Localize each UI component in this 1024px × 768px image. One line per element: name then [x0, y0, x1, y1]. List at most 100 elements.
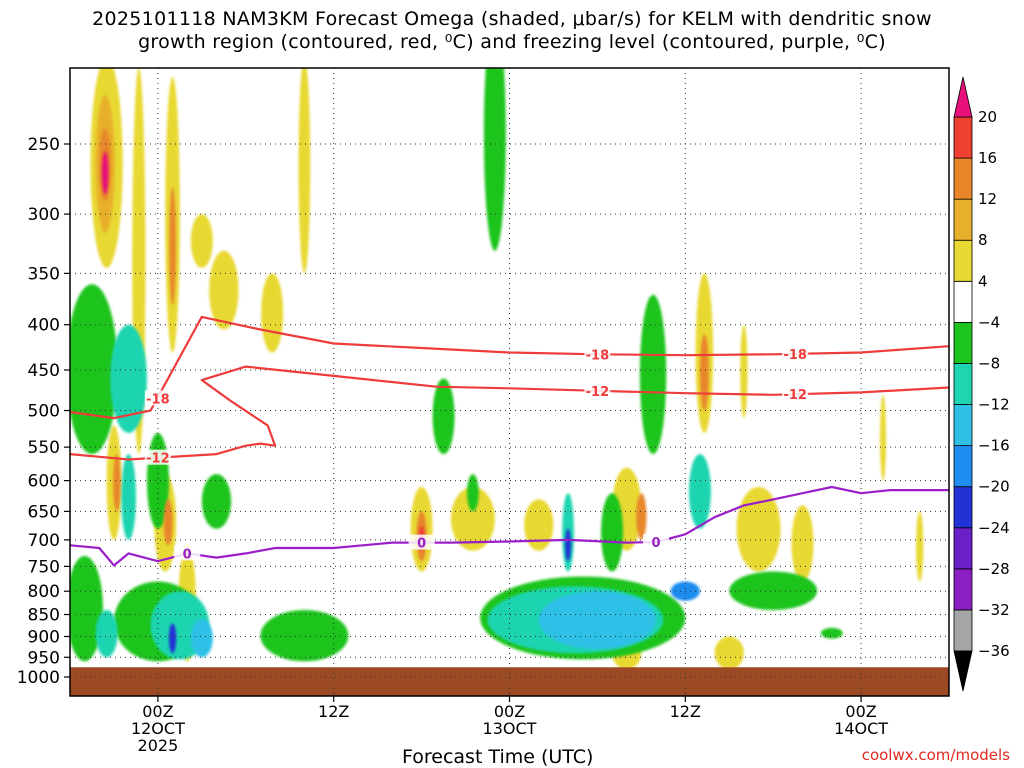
contour-label-bg-2-1 — [408, 534, 435, 550]
colorbar-segment-7 — [953, 321, 973, 364]
contour-label-bg-0-0 — [144, 390, 171, 406]
omega-region-39 — [121, 454, 136, 540]
y-tick-label-250: 250 — [28, 135, 60, 155]
omega-region-23 — [483, 68, 506, 251]
colorbar-label-4: 4 — [978, 272, 988, 290]
omega-region-11 — [450, 486, 495, 551]
y-tick-label-450: 450 — [28, 361, 60, 381]
colorbar-segment-5 — [953, 404, 973, 447]
colorbar: −36 −32 −28 −24 −20 −16 −12 −8 −4 4 8 12 16 20 — [953, 76, 1010, 692]
colorbar-label-8: 8 — [978, 231, 988, 249]
x-tick-label-30-1: 13OCT — [483, 719, 537, 738]
colorbar-segment-2 — [953, 527, 973, 570]
contour-lines: -18 -18 -18 -12 -12 -12 0 0 0 — [70, 315, 949, 567]
omega-region-42 — [636, 493, 647, 540]
x-tick-label-6-1: 12OCT — [131, 719, 185, 738]
colorbar-segment-12 — [953, 116, 973, 159]
omega-region-17 — [791, 505, 814, 582]
x-tick-label-30-0: 00Z — [494, 702, 525, 721]
colorbar-segment-9 — [953, 239, 973, 282]
contour-label-0-0: -18 — [146, 392, 170, 407]
y-tick-label-600: 600 — [28, 472, 60, 492]
omega-region-24 — [70, 284, 118, 455]
x-tick-label-6-2: 2025 — [138, 736, 179, 755]
colorbar-label--12: −12 — [978, 396, 1010, 414]
y-tick-label-900: 900 — [28, 627, 60, 647]
contour-label-1-0: -12 — [146, 452, 170, 467]
colorbar-segment-4 — [953, 445, 973, 488]
colorbar-label-20: 20 — [978, 108, 997, 126]
y-tick-label-750: 750 — [28, 557, 60, 577]
contour-label-bg-2-2 — [643, 534, 669, 550]
omega-region-53 — [538, 591, 657, 650]
omega-region-43 — [699, 334, 709, 411]
contour-line-1 — [70, 365, 949, 461]
omega-region-3 — [190, 214, 213, 268]
y-tick-label-800: 800 — [28, 582, 60, 602]
y-tick-label-350: 350 — [28, 264, 60, 284]
omega-region-50 — [163, 499, 173, 546]
omega-region-22 — [298, 68, 311, 274]
colorbar-segment-6 — [953, 363, 973, 405]
y-tick-label-500: 500 — [28, 402, 60, 422]
colorbar-segment-3 — [953, 486, 973, 529]
omega-region-49 — [169, 187, 176, 305]
contour-line-2 — [70, 485, 949, 567]
omega-region-12 — [524, 499, 554, 551]
colorbar-label-16: 16 — [978, 149, 997, 167]
omega-region-29 — [601, 493, 624, 572]
y-tick-label-300: 300 — [28, 205, 60, 225]
colorbar-segment-11 — [953, 157, 973, 200]
y-axis: 2503003504004505005506006507007508008509… — [17, 135, 70, 688]
x-tick-label-54-0: 00Z — [845, 702, 876, 721]
y-tick-label-650: 650 — [28, 502, 60, 522]
omega-region-52 — [190, 619, 213, 658]
colorbar-label--16: −16 — [978, 437, 1010, 455]
omega-region-34 — [729, 571, 818, 610]
omega-region-38 — [110, 324, 147, 433]
colorbar-label-12: 12 — [978, 190, 997, 208]
omega-region-58 — [168, 623, 177, 654]
omega-shading — [70, 68, 924, 670]
chart-title-line-1: 2025101118 NAM3KM Forecast Omega (shaded… — [92, 8, 932, 30]
y-tick-label-1000: 1000 — [17, 668, 60, 688]
omega-region-40 — [113, 454, 121, 512]
colorbar-segment-1 — [953, 568, 973, 611]
chart-title-line-2: growth region (contoured, red, ⁰C) and f… — [138, 31, 886, 53]
omega-region-18 — [880, 394, 887, 481]
omega-region-4 — [209, 250, 239, 330]
y-tick-label-550: 550 — [28, 438, 60, 458]
omega-region-35 — [820, 627, 843, 639]
x-axis-title: Forecast Time (UTC) — [402, 746, 594, 768]
colorbar-label--24: −24 — [978, 519, 1010, 537]
contour-label-2-0: 0 — [183, 547, 192, 562]
contour-label-bg-0-1 — [584, 346, 611, 362]
omega-region-16 — [736, 486, 781, 572]
contour-label-bg-1-2 — [782, 386, 809, 402]
ground-layer — [70, 667, 949, 696]
omega-region-56 — [101, 151, 109, 195]
omega-region-5 — [261, 273, 284, 353]
x-tick-label-54-1: 14OCT — [834, 719, 888, 738]
contour-label-bg-2-0 — [174, 545, 201, 561]
omega-region-15 — [740, 324, 748, 419]
omega-region-21 — [714, 636, 744, 670]
contour-label-0-2: -18 — [783, 348, 807, 363]
omega-region-27 — [432, 378, 455, 455]
omega-region-30 — [639, 294, 667, 455]
contour-label-bg-0-2 — [782, 345, 809, 361]
omega-region-32 — [260, 609, 349, 662]
ground-fill — [70, 667, 949, 696]
x-tick-label-6-0: 00Z — [142, 702, 173, 721]
omega-region-26 — [201, 474, 232, 529]
omega-region-57 — [565, 528, 572, 562]
contour-label-2-1: 0 — [417, 537, 426, 552]
colorbar-segment-0 — [953, 609, 973, 652]
omega-region-36 — [70, 556, 103, 662]
credit-text: coolwx.com/models — [861, 746, 1010, 764]
omega-region-19 — [916, 511, 924, 582]
contour-line-0 — [70, 315, 949, 420]
colorbar-high-triangle — [953, 76, 973, 118]
